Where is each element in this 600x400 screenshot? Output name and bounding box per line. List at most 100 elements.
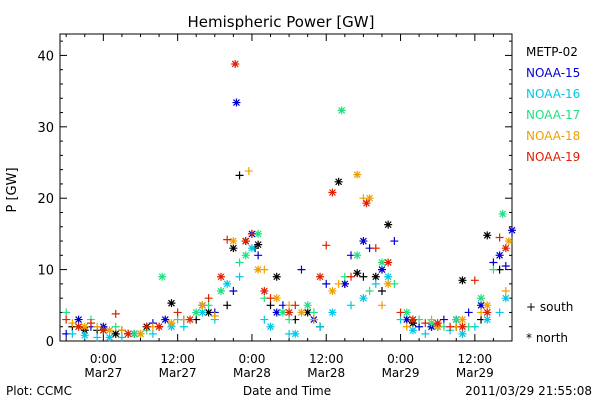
north-marker	[316, 272, 325, 281]
north-marker	[359, 237, 368, 246]
south-marker	[377, 301, 386, 310]
north-marker	[241, 237, 250, 246]
south-marker	[235, 258, 244, 267]
x-tick-date: Mar29	[456, 366, 494, 380]
south-marker	[371, 244, 380, 253]
south-marker	[266, 294, 275, 303]
south-marker	[291, 301, 300, 310]
north-marker	[483, 308, 492, 317]
south-marker	[111, 309, 120, 318]
north-marker	[303, 308, 312, 317]
chart-title: Hemispheric Power [GW]	[188, 13, 375, 31]
north-marker	[80, 322, 89, 331]
south-marker	[347, 301, 356, 310]
x-tick-date: Mar29	[382, 366, 420, 380]
south-marker	[117, 326, 126, 335]
plot-timestamp: 2011/03/29 21:55:08	[465, 384, 592, 398]
north-marker	[501, 294, 510, 303]
south-marker	[495, 308, 504, 317]
legend-entry-noaa-15: NOAA-15	[526, 66, 580, 80]
south-marker	[316, 322, 325, 331]
north-marker	[408, 326, 417, 335]
series-legend: METP-02 NOAA-15 NOAA-16 NOAA-17 NOAA-18 NOAA-…	[526, 45, 580, 164]
north-marker	[285, 308, 294, 317]
plot-source: Plot: CCMC	[6, 384, 72, 398]
south-marker	[421, 319, 430, 328]
x-tick-date: Mar28	[307, 366, 345, 380]
north-marker	[508, 226, 516, 235]
north-marker	[337, 106, 346, 115]
south-marker	[68, 329, 77, 338]
north-marker	[353, 251, 362, 260]
south-marker	[266, 301, 275, 310]
south-marker	[254, 251, 263, 260]
series-noaa-19	[62, 59, 510, 338]
south-marker	[142, 322, 151, 331]
south-marker	[396, 315, 405, 324]
north-marker	[433, 319, 442, 328]
south-marker	[495, 233, 504, 242]
south-marker	[446, 322, 455, 331]
north-marker	[458, 329, 467, 338]
series-noaa-16	[68, 244, 510, 342]
x-tick-time: 0:00	[238, 352, 265, 366]
y-axis-label: P [GW]	[5, 167, 20, 212]
north-marker	[231, 59, 240, 68]
south-marker	[111, 322, 120, 331]
south-marker	[210, 312, 219, 321]
north-marker	[377, 265, 386, 274]
legend-entry-noaa-17: NOAA-17	[526, 108, 580, 122]
north-marker	[362, 199, 371, 208]
north-marker	[223, 279, 232, 288]
north-marker	[402, 315, 411, 324]
y-tick-label: 30	[37, 121, 54, 136]
plot-frame	[59, 33, 513, 342]
north-marker	[384, 272, 393, 281]
north-marker	[278, 308, 287, 317]
y-tick-label: 0	[46, 335, 54, 350]
north-marker	[272, 308, 281, 317]
north-marker	[80, 331, 89, 340]
south-marker	[421, 329, 430, 338]
north-marker	[495, 251, 504, 260]
north-marker	[136, 329, 145, 338]
north-marker	[204, 308, 213, 317]
south-marker	[309, 315, 318, 324]
south-marker	[439, 315, 448, 324]
south-marker	[204, 294, 213, 303]
north-marker	[328, 188, 337, 197]
south-marker	[93, 322, 102, 331]
legend-north-marker: * north	[526, 331, 568, 345]
north-marker	[353, 269, 362, 278]
north-marker	[291, 329, 300, 338]
north-marker	[328, 308, 337, 317]
south-marker	[501, 262, 510, 271]
x-tick-time: 12:00	[160, 352, 195, 366]
south-marker	[235, 272, 244, 281]
south-marker	[322, 241, 331, 250]
south-marker	[322, 279, 331, 288]
south-marker	[501, 287, 510, 296]
north-marker	[353, 170, 362, 179]
south-marker	[334, 279, 343, 288]
north-marker	[504, 237, 513, 246]
x-tick-time: 12:00	[458, 352, 493, 366]
south-marker	[371, 279, 380, 288]
north-marker	[408, 315, 417, 324]
north-marker	[254, 265, 263, 274]
north-marker	[74, 315, 83, 324]
south-marker	[62, 315, 71, 324]
south-marker	[244, 167, 253, 176]
legend-entry-noaa-18: NOAA-18	[526, 129, 580, 143]
north-marker	[359, 294, 368, 303]
plot-area: 0102030400:00Mar2712:00Mar270:00Mar2812:…	[37, 33, 516, 380]
north-marker	[340, 279, 349, 288]
north-marker	[105, 326, 114, 335]
south-marker	[365, 287, 374, 296]
north-marker	[402, 308, 411, 317]
north-marker	[297, 308, 306, 317]
north-marker	[229, 237, 238, 246]
north-marker	[458, 276, 467, 285]
north-marker	[477, 301, 486, 310]
north-marker	[334, 177, 343, 186]
